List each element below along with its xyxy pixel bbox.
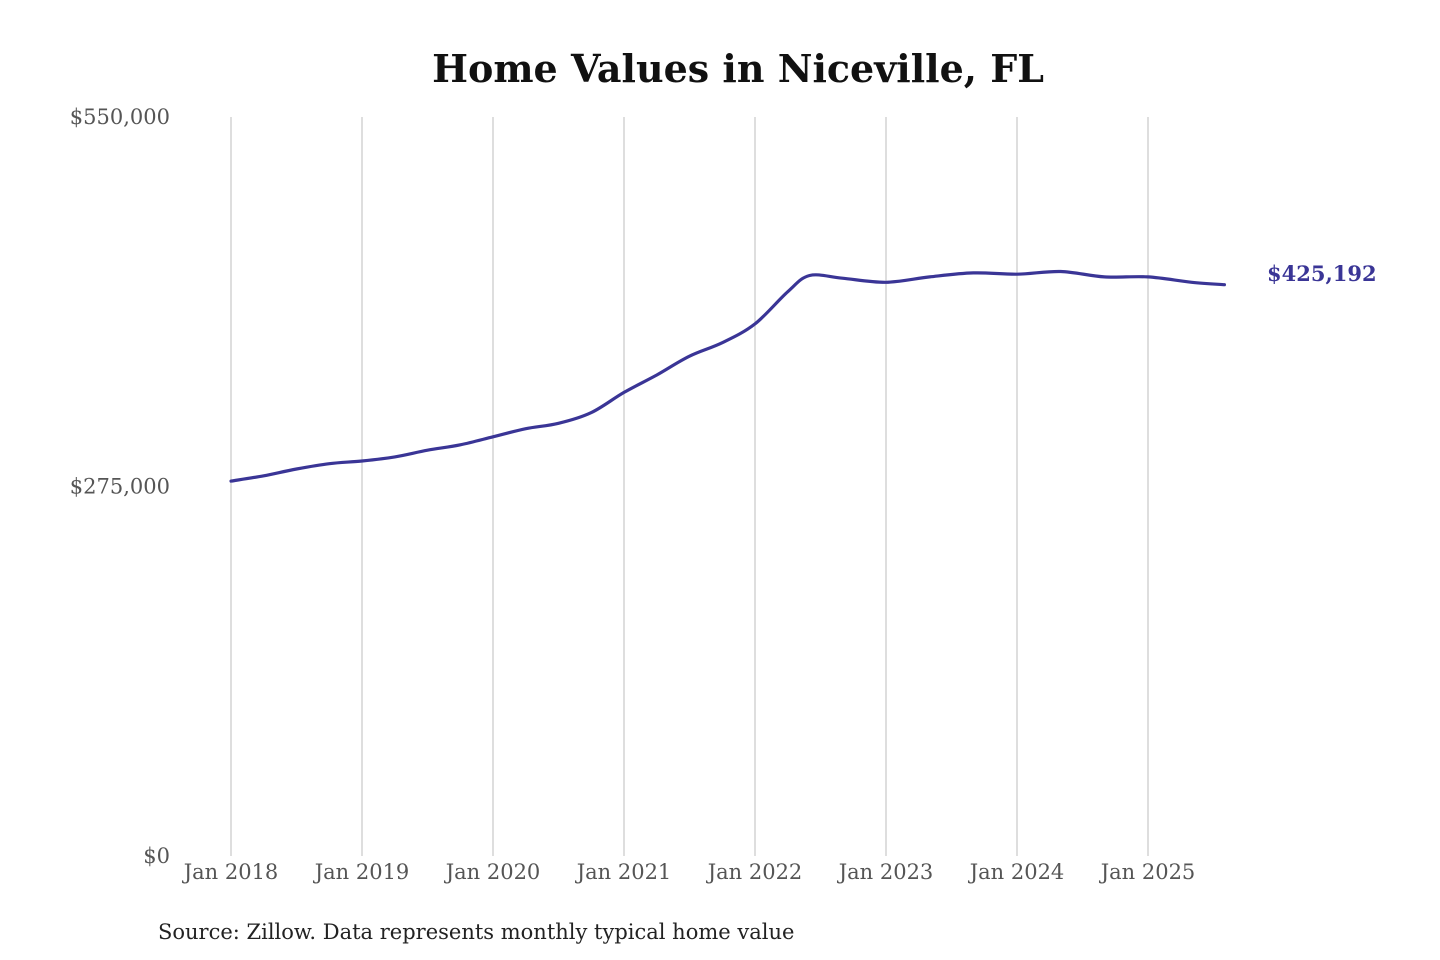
latest-value-label: $425,192: [1267, 261, 1377, 286]
y-axis-tick-labels: $0 $275,000 $550,000: [70, 105, 170, 868]
x-axis-tick-labels: Jan 2018 Jan 2019 Jan 2020 Jan 2021 Jan 2022…: [182, 860, 1196, 884]
x-tick-label: Jan 2025: [1099, 860, 1196, 884]
x-tick-label: Jan 2019: [313, 860, 410, 884]
y-tick-label: $275,000: [70, 475, 170, 499]
vertical-gridlines: [230, 117, 1149, 856]
home-value-series-line: [229, 269, 1226, 483]
x-tick-label: Jan 2023: [837, 860, 934, 884]
x-tick-label: Jan 2021: [575, 860, 672, 884]
chart-title: Home Values in Niceville, FL: [432, 46, 1044, 91]
x-tick-label: Jan 2022: [706, 860, 803, 884]
source-note: Source: Zillow. Data represents monthly …: [158, 920, 794, 944]
x-tick-label: Jan 2020: [444, 860, 541, 884]
x-tick-label: Jan 2018: [182, 860, 279, 884]
y-tick-label: $550,000: [70, 105, 170, 129]
y-tick-label: $0: [143, 844, 170, 868]
x-tick-label: Jan 2024: [968, 860, 1065, 884]
